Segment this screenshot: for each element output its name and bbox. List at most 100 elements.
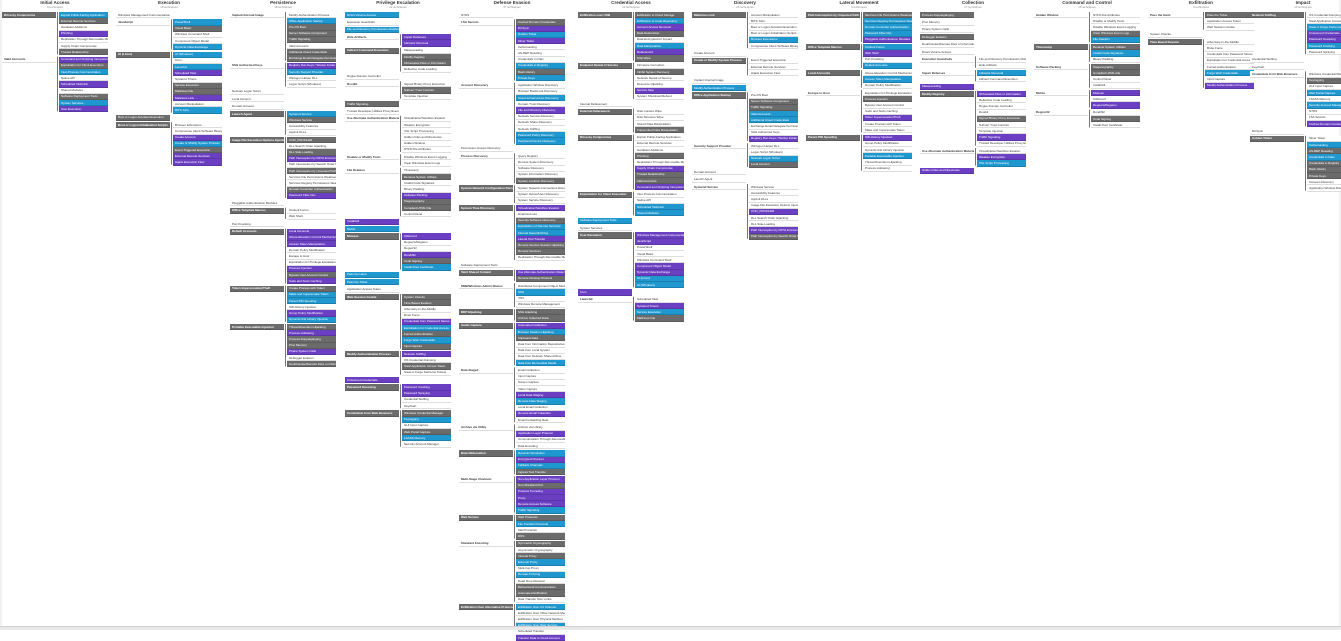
technique-cell[interactable]: Domain Policy Modification (863, 82, 912, 89)
technique-cell[interactable]: AppInit DLLs (749, 196, 798, 203)
technique-cell[interactable]: Abuse Elevation Control Mechanism (863, 70, 912, 77)
technique-cell[interactable]: Keychain (1250, 64, 1304, 71)
technique-cell[interactable]: Pre-OS Boot (749, 92, 798, 99)
technique-cell[interactable]: Internal Defacement (578, 101, 632, 108)
technique-cell[interactable]: Services File Permissions Weakness (287, 174, 336, 181)
technique-cell[interactable]: Dynamic Resolution (516, 450, 565, 457)
technique-cell[interactable]: Disable or Modify Tools (345, 154, 399, 161)
technique-cell[interactable]: Golden Ticket (1250, 135, 1304, 142)
technique-cell[interactable]: Parent PID Spoofing (806, 134, 860, 141)
technique-cell[interactable]: Launch Agent (230, 111, 284, 118)
technique-cell[interactable]: Odbcconf (1091, 96, 1140, 103)
technique-cell[interactable]: Hidden Window (1034, 12, 1088, 19)
technique-cell[interactable]: Boot or Logon Initialization Scripts (116, 122, 170, 129)
technique-cell[interactable]: Application Window Discovery (516, 82, 565, 89)
technique-cell[interactable]: Data Encoding (516, 443, 565, 450)
technique-cell[interactable]: Exploitation for Credential Access (402, 325, 451, 332)
technique-cell[interactable]: Forced Authentication (1205, 64, 1254, 71)
technique-cell[interactable]: Credentials from Password Stores (1205, 51, 1254, 58)
technique-cell[interactable]: Account Manipulation (173, 101, 222, 108)
technique-cell[interactable]: Security Account Manager (1307, 102, 1341, 109)
technique-cell[interactable]: Visual Basic (635, 251, 684, 258)
technique-cell[interactable]: Clipboard Data (516, 335, 565, 342)
technique-cell[interactable]: Modify Authentication Process (287, 12, 336, 19)
technique-cell[interactable]: Cloud Infrastructure Discovery (516, 95, 565, 102)
technique-cell[interactable]: Valid Accounts (2, 56, 56, 63)
technique-cell[interactable]: Pass the Ticket (1205, 12, 1254, 19)
technique-cell[interactable]: Input Capture (402, 343, 451, 350)
technique-cell[interactable]: Steganography (402, 198, 451, 205)
technique-cell[interactable]: System Location Discovery (516, 178, 565, 185)
technique-cell[interactable]: VNC (516, 295, 565, 302)
technique-cell[interactable]: Shared Modules (635, 210, 684, 217)
technique-cell[interactable]: Hidden Files and Directories (920, 167, 974, 174)
technique-cell[interactable]: Domain Account (230, 103, 284, 110)
technique-cell[interactable]: Data Obfuscation (459, 450, 513, 457)
technique-cell[interactable]: Cached Domain Credentials (516, 19, 565, 26)
technique-cell[interactable]: Service Stop (635, 87, 684, 94)
technique-cell[interactable]: Network Logon Script (749, 155, 798, 162)
technique-cell[interactable]: Malicious File (173, 88, 222, 95)
technique-cell[interactable]: DLL Side-Loading (749, 221, 798, 228)
technique-cell[interactable]: NTDS (459, 12, 513, 19)
technique-cell[interactable]: Dynamic Data Exchange (635, 269, 684, 276)
technique-cell[interactable]: Hijack Execution Flow (173, 159, 222, 166)
technique-cell[interactable]: Communication Through Removable Media (516, 436, 565, 443)
technique-cell[interactable]: Password Spraying (402, 390, 451, 397)
technique-cell[interactable]: External Remote Services (635, 140, 684, 147)
technique-cell[interactable]: Debugger Evasion (920, 34, 974, 41)
technique-cell[interactable]: Data Staged (459, 367, 513, 374)
technique-cell[interactable]: Private Keys (516, 75, 565, 82)
technique-cell[interactable]: Additional Cloud Credentials (749, 117, 798, 124)
technique-cell[interactable]: Defacement (635, 49, 684, 56)
technique-cell[interactable]: Rootkit (977, 109, 1026, 116)
technique-cell[interactable]: Data from Local System (516, 347, 565, 354)
technique-cell[interactable]: Compromise Client Software Binary (173, 128, 222, 135)
technique-cell[interactable]: Network Sniffing (516, 126, 565, 133)
technique-cell[interactable]: Odbcconf (402, 233, 451, 240)
technique-cell[interactable]: Password Filter DLL (863, 30, 912, 37)
technique-cell[interactable]: Debugger Evasion (287, 355, 336, 362)
technique-cell[interactable]: Software Deployment Tools (459, 262, 513, 269)
tactic-header-persistence[interactable]: Persistence 18 techniques (226, 0, 340, 9)
technique-cell[interactable]: Accessibility Features (749, 190, 798, 197)
technique-cell[interactable]: Office Application Startup (287, 18, 336, 25)
technique-cell[interactable]: Path Interception by Unquoted Path (806, 12, 860, 19)
technique-cell[interactable]: Password Guessing (1307, 36, 1341, 43)
technique-cell[interactable]: Visual Basic (173, 25, 222, 32)
technique-cell[interactable]: Data from Information Repositories (516, 341, 565, 348)
technique-cell[interactable]: Standard Encoding (459, 540, 513, 547)
technique-cell[interactable]: Indicator Removal (977, 70, 1026, 77)
technique-cell[interactable]: BITS Jobs (749, 18, 798, 25)
technique-cell[interactable]: File Deletion (345, 167, 399, 174)
technique-cell[interactable]: Replication Through Removable Media (516, 254, 565, 261)
technique-cell[interactable]: Exfiltration Over Other Network Medium (516, 610, 565, 617)
technique-cell[interactable]: System Services (59, 100, 108, 107)
technique-cell[interactable]: Stored Data Manipulation (635, 121, 684, 128)
technique-cell[interactable]: Office Template Macros (806, 44, 860, 51)
technique-cell[interactable]: Control Panel (1091, 76, 1140, 83)
technique-cell[interactable]: Control Panel (402, 211, 451, 218)
technique-cell[interactable]: Rundll32 (1091, 109, 1140, 116)
technique-cell[interactable]: Default Accounts (230, 228, 284, 235)
technique-cell[interactable]: Credentials in Registry (516, 62, 565, 69)
technique-cell[interactable]: Pre-OS Boot (287, 24, 336, 31)
technique-cell[interactable]: Service Execution (635, 309, 684, 316)
technique-cell[interactable]: LSA Secrets (1307, 114, 1341, 121)
technique-cell[interactable]: System Owner/User Discovery (516, 191, 565, 198)
technique-cell[interactable]: AS-REP Roasting (1307, 148, 1341, 155)
technique-cell[interactable]: Windows Command Shell (635, 257, 684, 264)
technique-cell[interactable]: Domain Trust Discovery (516, 101, 565, 108)
technique-cell[interactable]: Security Software Discovery (516, 217, 565, 224)
technique-cell[interactable]: Exfiltration Over Physical Medium (516, 616, 565, 623)
technique-cell[interactable]: Remote Services (516, 248, 565, 255)
technique-cell[interactable]: Services File Permissions Weakness (863, 12, 912, 19)
technique-cell[interactable]: Winlogon Helper DLL (287, 75, 336, 82)
technique-cell[interactable]: Symmetric Cryptography (516, 540, 565, 547)
technique-cell[interactable]: Trusted Relationship (635, 171, 684, 178)
technique-cell[interactable]: Permission Groups Discovery (459, 145, 513, 152)
technique-cell[interactable]: Logon Script (Windows) (287, 81, 336, 88)
technique-cell[interactable]: Systemd Timers (635, 303, 684, 310)
technique-cell[interactable]: System Checks (402, 294, 451, 301)
technique-cell[interactable]: Pass the Hash (345, 271, 399, 278)
